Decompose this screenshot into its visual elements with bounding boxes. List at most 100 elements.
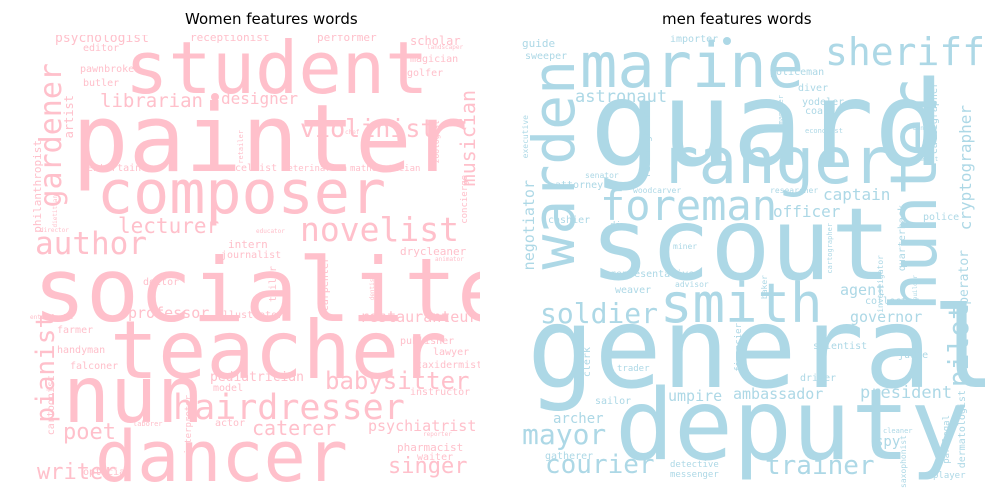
word-cloud-item: illustrator <box>217 310 284 321</box>
men-panel-title: men features words <box>662 10 812 28</box>
word-cloud-item: financier <box>734 323 744 372</box>
men-word-cloud: guard scout general deputy marine ranger… <box>515 35 985 495</box>
word-cloud-item: operator <box>957 250 972 313</box>
word-cloud-item: restauranteur <box>360 308 478 326</box>
word-cloud-item: pediatrician <box>210 370 304 385</box>
word-cloud-item: veterinarian <box>282 164 348 174</box>
word-cloud-item: poet <box>63 420 116 445</box>
word-cloud-item: foreman <box>600 181 778 230</box>
word-cloud-item: courier <box>545 450 655 480</box>
word-cloud-item: trainer <box>765 451 875 481</box>
word-cloud-item: author <box>35 226 147 262</box>
word-cloud-item: mathematician <box>350 164 421 174</box>
word-cloud-item: deputy <box>615 369 970 483</box>
word-cloud-item: ambassador <box>733 385 824 403</box>
word-cloud-item: model <box>213 383 244 394</box>
word-cloud-item: umpire <box>668 387 723 405</box>
word-cloud-item: executive <box>521 115 530 159</box>
word-cloud-item: calligrapher <box>929 82 940 155</box>
word-cloud-item: sheriff <box>825 35 985 74</box>
word-cloud-item: paralegal <box>942 415 952 464</box>
word-cloud-item: representative <box>610 269 695 280</box>
word-cloud-item: entomologist <box>30 314 74 321</box>
word-cloud-item: gatherer <box>545 451 594 462</box>
word-cloud-item: musician <box>456 90 480 187</box>
word-cloud-item: driver <box>800 373 837 384</box>
word-cloud-item: magician <box>410 54 459 65</box>
word-cloud-item: nun <box>63 351 204 441</box>
word-cloud-item: dancer <box>95 416 348 495</box>
word-cloud-item: painter <box>72 85 469 194</box>
word-cloud-item: cartographer <box>826 223 834 274</box>
word-cloud-item: psychiatrist <box>368 417 477 435</box>
word-cloud-item: captain <box>823 185 891 204</box>
word-cloud-item: landscaper <box>427 44 464 51</box>
word-cloud-item: retailer <box>237 130 245 164</box>
word-cloud-item: weaver <box>615 285 652 296</box>
word-cloud-item: journalist <box>221 250 282 261</box>
word-cloud-item: advisor <box>675 280 709 289</box>
word-cloud-item: dentist <box>369 275 376 301</box>
word-cloud-item: laborer <box>133 420 163 428</box>
word-cloud-item: manager <box>777 95 785 125</box>
word-cloud-item: novelist <box>300 210 459 249</box>
word-cloud-item: artist <box>62 95 76 139</box>
word-cloud-item: falconer <box>70 361 119 372</box>
word-cloud-item: general <box>527 284 985 414</box>
word-cloud-item: collector <box>865 296 920 307</box>
word-cloud-item: student <box>125 35 429 110</box>
word-cloud-item: woodcarver <box>633 186 682 195</box>
word-cloud-item: director <box>40 227 69 234</box>
word-cloud-item: professor <box>128 304 210 322</box>
word-cloud-item: policeman <box>770 67 825 78</box>
word-cloud-item: spy <box>875 434 901 450</box>
word-cloud-item: astronaut <box>575 87 668 107</box>
word-cloud-item: senator <box>585 171 619 180</box>
word-cloud-item: publisher <box>400 336 455 347</box>
word-cloud-item: police <box>923 212 960 223</box>
word-cloud-item: reporter <box>423 431 452 438</box>
word-cloud-item: scout <box>590 186 892 303</box>
word-cloud-item: writer <box>37 460 117 485</box>
word-cloud-item: receptionist <box>190 35 270 44</box>
word-cloud-item: teacher <box>110 304 448 397</box>
word-cloud-item: animator <box>435 256 464 263</box>
word-cloud-item: butler <box>83 78 120 89</box>
word-cloud-item: mayor <box>522 418 607 451</box>
word-cloud-item: scholar <box>410 35 461 48</box>
word-cloud-item: soldier <box>540 297 659 330</box>
word-cloud-item: caterer <box>252 416 337 440</box>
word-cloud-item: performer <box>317 35 377 44</box>
word-cloud-item: sweeper <box>525 51 568 62</box>
women-word-cloud: painter composer socialite student teach… <box>25 35 480 495</box>
word-cloud-item: agent <box>840 281 886 299</box>
word-cloud-item: chemist <box>913 156 939 163</box>
word-cloud-item: educator <box>256 228 285 235</box>
word-cloud-item: cashier <box>548 215 591 226</box>
word-cloud-item: negotiator <box>520 180 538 271</box>
word-cloud-item: taxidermist <box>416 360 480 371</box>
word-cloud-item: philanthropist <box>31 140 44 233</box>
word-cloud-item: socialite <box>33 239 480 342</box>
word-cloud-item: drycleaner <box>400 245 467 258</box>
word-cloud-item: dietitian <box>52 195 59 228</box>
word-cloud-item: importer <box>670 35 719 45</box>
word-cloud-item: designer <box>221 89 299 108</box>
word-cloud-item: president <box>860 383 953 403</box>
word-cloud-item: cleaner <box>883 427 913 435</box>
word-cloud-item: baker <box>760 275 769 300</box>
word-cloud-item: saxophonist <box>899 435 908 488</box>
word-cloud-item: intern <box>228 238 268 251</box>
word-cloud-item: builder <box>912 275 919 301</box>
word-cloud-item: babysitter <box>325 367 470 395</box>
word-cloud-item: guard <box>590 55 946 193</box>
word-cloud-item: hairdresser <box>173 388 405 428</box>
word-cloud-item: yodeler <box>802 97 845 108</box>
word-cloud-item: smith <box>660 272 823 335</box>
word-cloud-item: concierge <box>460 175 470 224</box>
word-cloud-item: ranger <box>660 125 892 199</box>
word-cloud-item: researcher <box>770 186 819 195</box>
word-cloud-item: librarian <box>100 90 203 112</box>
word-cloud-item: clerk <box>582 347 593 378</box>
word-cloud-item: interpreter <box>184 395 194 455</box>
